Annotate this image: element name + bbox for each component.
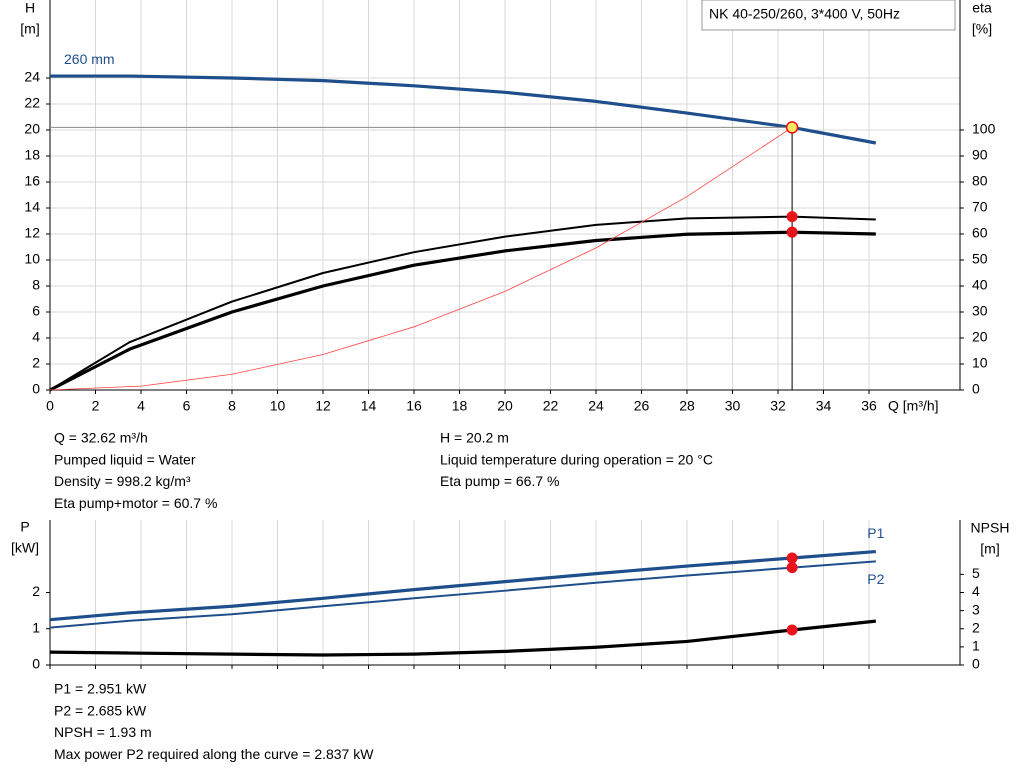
info-line: Density = 998.2 kg/m³ — [54, 473, 191, 489]
y-axis-label: H — [25, 0, 35, 16]
x-tick-label: 6 — [183, 398, 191, 414]
info-line: P2 = 2.685 kW — [54, 702, 147, 718]
y-tick-label: 12 — [24, 225, 40, 241]
y-tick-label: 22 — [24, 95, 40, 111]
x-tick-label: 32 — [770, 398, 786, 414]
y2-tick-label: 30 — [972, 303, 988, 319]
x-tick-label: 30 — [725, 398, 741, 414]
y2-tick-label: 0 — [972, 381, 980, 397]
y-tick-label: 18 — [24, 147, 40, 163]
x-tick-label: 26 — [634, 398, 650, 414]
x-tick-label: 14 — [361, 398, 377, 414]
x-tick-label: 10 — [270, 398, 286, 414]
operating-point — [785, 121, 799, 134]
y2-tick-label: 80 — [972, 173, 988, 189]
y2-axis-label: NPSH — [971, 520, 1010, 536]
y2-tick-label: 0 — [972, 656, 980, 672]
x-tick-label: 4 — [137, 398, 145, 414]
x-tick-label: 28 — [679, 398, 695, 414]
series-label: P2 — [867, 571, 884, 587]
y2-tick-label: 100 — [972, 121, 996, 137]
curve — [49, 230, 876, 392]
y2-tick-label: 40 — [972, 277, 988, 293]
y-tick-label: 10 — [24, 251, 40, 267]
x-tick-label: 2 — [92, 398, 100, 414]
x-tick-label: 36 — [861, 398, 877, 414]
operating-point — [786, 562, 798, 574]
curve — [49, 127, 793, 391]
y2-tick-label: 20 — [972, 329, 988, 345]
title-box — [701, 0, 956, 31]
y2-tick-label: 50 — [972, 251, 988, 267]
info-line: P1 = 2.951 kW — [54, 681, 147, 697]
y2-axis-label: [m] — [980, 541, 999, 557]
series-label: 260 mm — [64, 51, 115, 67]
curve — [49, 560, 876, 629]
y2-tick-label: 1 — [972, 638, 980, 654]
x-tick-label: 20 — [497, 398, 513, 414]
x-axis-label: Q [m³/h] — [888, 398, 939, 414]
info-line: Eta pump+motor = 60.7 % — [54, 495, 217, 511]
y2-tick-label: 5 — [972, 565, 980, 581]
x-tick-label: 24 — [588, 398, 604, 414]
y-tick-label: 2 — [32, 583, 40, 599]
y2-tick-label: 70 — [972, 199, 988, 215]
info-line: H = 20.2 m — [440, 430, 509, 446]
x-tick-label: 18 — [452, 398, 468, 414]
x-tick-label: 0 — [46, 398, 54, 414]
info-line: Max power P2 required along the curve = … — [54, 746, 374, 762]
y-axis-label: P — [20, 519, 29, 535]
x-tick-label: 34 — [816, 398, 832, 414]
y-tick-label: 16 — [24, 173, 40, 189]
y-axis-label: [kW] — [11, 540, 39, 556]
info-line: Liquid temperature during operation = 20… — [440, 451, 713, 467]
y2-axis-label: [%] — [972, 21, 992, 37]
info-line: Q = 32.62 m³/h — [54, 430, 148, 446]
y2-tick-label: 10 — [972, 355, 988, 371]
operating-point — [786, 552, 798, 564]
y2-tick-label: 2 — [972, 619, 980, 635]
chart-title: NK 40-250/260, 3*400 V, 50Hz — [709, 6, 900, 22]
y-tick-label: 4 — [32, 329, 40, 345]
x-tick-label: 12 — [315, 398, 331, 414]
y2-tick-label: 4 — [972, 583, 980, 599]
operating-point — [786, 226, 798, 238]
curve — [49, 619, 876, 657]
y-tick-label: 6 — [32, 303, 40, 319]
operating-point — [786, 211, 798, 223]
y2-tick-label: 3 — [972, 601, 980, 617]
y-tick-label: 24 — [24, 69, 40, 85]
y-tick-label: 0 — [32, 381, 40, 397]
curve — [50, 74, 877, 145]
info-line: Pumped liquid = Water — [54, 451, 196, 467]
y-tick-label: 1 — [32, 619, 40, 635]
curve — [49, 215, 876, 391]
y-tick-label: 2 — [32, 355, 40, 371]
y-tick-label: 0 — [32, 656, 40, 672]
y2-tick-label: 90 — [972, 147, 988, 163]
y-tick-label: 8 — [32, 277, 40, 293]
y2-tick-label: 60 — [972, 225, 988, 241]
y-tick-label: 14 — [24, 199, 40, 215]
curve — [49, 549, 876, 622]
x-tick-label: 22 — [543, 398, 559, 414]
y-axis-label: [m] — [20, 21, 39, 37]
series-label: P1 — [867, 525, 884, 541]
info-line: Eta pump = 66.7 % — [440, 473, 559, 489]
x-tick-label: 16 — [406, 398, 422, 414]
x-tick-label: 8 — [228, 398, 236, 414]
operating-point — [786, 624, 798, 636]
info-line: NPSH = 1.93 m — [54, 724, 152, 740]
y-tick-label: 20 — [24, 121, 40, 137]
y2-axis-label: eta — [972, 0, 992, 16]
